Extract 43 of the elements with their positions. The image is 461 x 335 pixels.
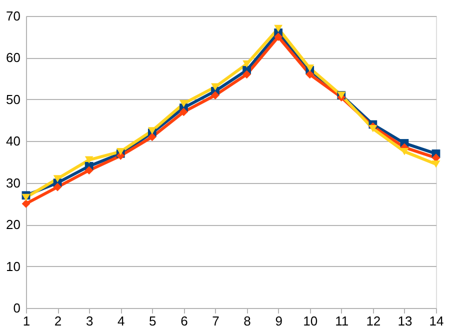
point (148, 132, 156, 142)
x-tick-label: 3 (86, 314, 94, 328)
point (211, 91, 220, 100)
point (180, 100, 188, 108)
x-tick-label: 6 (180, 314, 188, 328)
x-tick-label: 1 (22, 314, 30, 328)
point (400, 148, 409, 156)
x-tick-label: 9 (275, 314, 282, 328)
x-tick-label: 12 (366, 314, 381, 328)
point (432, 160, 440, 168)
x-tick-label: 13 (398, 314, 412, 328)
point (180, 108, 188, 116)
x-tick-label: 8 (244, 314, 251, 328)
y-tick-label: 70 (6, 8, 20, 24)
y-tick-label: 10 (6, 258, 20, 274)
y-tick-label: 50 (6, 92, 20, 107)
x-tick-label: 2 (54, 314, 62, 328)
point (242, 70, 251, 79)
y-tick-label: 40 (6, 134, 20, 149)
point (148, 127, 156, 134)
x-tick-label: 14 (429, 314, 444, 328)
point (84, 166, 94, 175)
x-tick-label: 5 (149, 314, 156, 328)
point (116, 148, 125, 156)
point (306, 70, 314, 79)
point (306, 64, 314, 72)
point (84, 156, 94, 164)
point (53, 175, 62, 182)
point (22, 200, 30, 208)
x-tick-label: 7 (212, 314, 220, 328)
y-tick-label: 30 (6, 175, 20, 190)
x-tick-label: 10 (303, 314, 318, 328)
point (274, 24, 282, 32)
y-tick-label: 0 (13, 300, 20, 316)
point (53, 182, 62, 192)
point (22, 194, 30, 202)
x-tick-label: 11 (335, 314, 349, 328)
y-tick-label: 20 (6, 217, 20, 232)
point (368, 125, 378, 132)
point (242, 60, 251, 68)
x-tick-label: 4 (118, 314, 125, 328)
point (274, 32, 282, 42)
y-tick-label: 60 (6, 50, 20, 66)
